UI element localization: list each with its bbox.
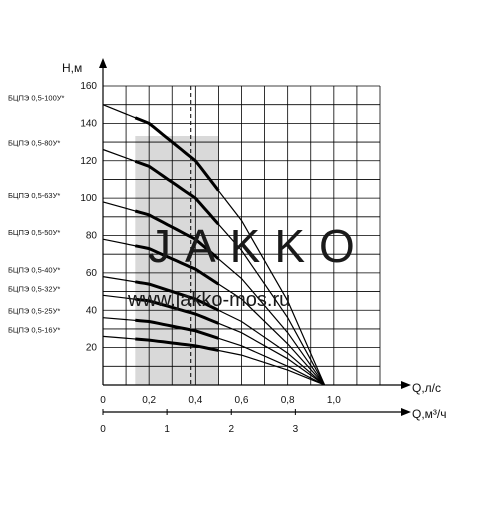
series-working-segment — [134, 159, 220, 226]
y-tick-label: 120 — [80, 156, 97, 167]
x2-tick-label: 3 — [293, 424, 299, 435]
series-working-segment — [135, 337, 219, 352]
y-tick-label: 20 — [86, 343, 98, 354]
axes: 20 40 60 80 100 120 140 160 0 0,2 0,4 0,6 0,8 1,0 0 1 2 3 — [80, 58, 411, 435]
x2-axis-arrow — [401, 408, 411, 416]
x2-tick-label: 2 — [228, 424, 234, 435]
watermark-url: www.jakko-mos.ru — [127, 289, 290, 311]
series-label: БЦПЭ 0,5-32У* — [8, 284, 60, 293]
y-tick-label: 140 — [80, 118, 97, 129]
series-label: БЦПЭ 0,5-80У* — [8, 139, 60, 148]
series-working-segment — [135, 244, 220, 286]
x-axis-title: Q,л/с — [412, 381, 441, 395]
grid — [103, 85, 381, 385]
y-tick-label: 160 — [80, 81, 97, 92]
x-tick-label: 1,0 — [327, 395, 341, 406]
x-axis-arrow — [401, 381, 411, 389]
series-working-segment — [135, 280, 220, 312]
series-working-segment — [134, 209, 220, 261]
watermark-brand: JAKKO — [148, 220, 369, 272]
x-tick-label: 0,2 — [142, 395, 156, 406]
model-labels: БЦПЭ 0,5-100У* БЦПЭ 0,5-80У* БЦПЭ 0,5-63У*… — [8, 94, 65, 335]
series-working-segment — [135, 297, 219, 325]
y-tick-label: 80 — [86, 231, 98, 242]
series-label: БЦПЭ 0,5-100У* — [8, 94, 65, 103]
y-tick-label: 60 — [86, 268, 98, 279]
series-label: БЦПЭ 0,5-25У* — [8, 307, 60, 316]
y-axis-title: H,м — [62, 61, 82, 75]
x2-axis-title: Q,м³/ч — [412, 407, 447, 421]
y-tick-label: 40 — [86, 305, 98, 316]
series-label: БЦПЭ 0,5-63У* — [8, 191, 60, 200]
series-label: БЦПЭ 0,5-40У* — [8, 266, 60, 275]
x2-tick-label: 1 — [164, 424, 170, 435]
series-working-segment — [135, 318, 219, 340]
series-label: БЦПЭ 0,5-16У* — [8, 325, 60, 334]
x-tick-label: 0,6 — [235, 395, 249, 406]
x-tick-label: 0 — [100, 395, 106, 406]
x2-tick-label: 0 — [100, 424, 106, 435]
series-label: БЦПЭ 0,5-50У* — [8, 228, 60, 237]
y-tick-label: 100 — [80, 193, 97, 204]
curves — [102, 104, 326, 386]
y-axis-arrow — [99, 58, 107, 68]
x-tick-label: 0,8 — [281, 395, 295, 406]
series-working-segment — [134, 116, 220, 192]
x-tick-label: 0,4 — [188, 395, 202, 406]
